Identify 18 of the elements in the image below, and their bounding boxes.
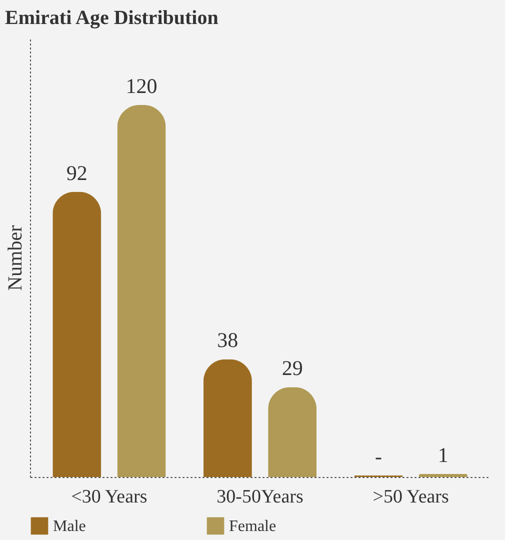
x-tick-label: >50 Years <box>372 486 449 508</box>
data-label: 38 <box>217 328 238 352</box>
legend-label: Female <box>229 518 276 535</box>
data-label: 92 <box>66 160 88 185</box>
bar <box>268 387 317 477</box>
bar <box>203 359 252 477</box>
data-label: - <box>375 444 382 468</box>
bar <box>418 474 468 477</box>
x-tick-label: 30-50Years <box>216 486 304 508</box>
data-label: 1 <box>438 442 448 467</box>
data-label: 120 <box>126 74 158 98</box>
bar <box>117 104 166 477</box>
chart-title: Emirati Age Distribution <box>5 7 218 29</box>
bar <box>52 192 102 477</box>
x-tick-label: <30 Years <box>71 486 148 508</box>
y-axis-title: Number <box>4 224 26 291</box>
legend-label: Male <box>53 518 86 535</box>
data-label: 29 <box>282 356 303 380</box>
